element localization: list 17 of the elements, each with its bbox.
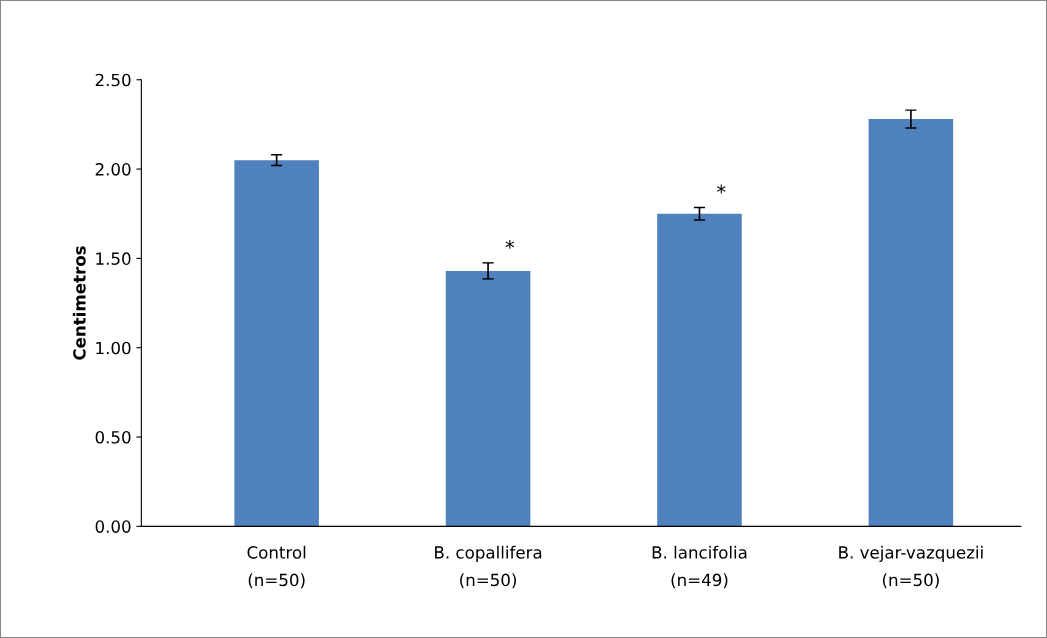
y-tick-label: 1.00 — [96, 341, 131, 355]
y-tick-label: 2.50 — [95, 73, 131, 87]
y-tick-label: 0.50 — [95, 430, 131, 444]
x-tick-label: B. copallifera (n=50) — [435, 545, 542, 589]
y-tick-label: 0.00 — [95, 520, 131, 533]
bar — [868, 119, 954, 527]
annotation: * — [716, 184, 726, 194]
y-tick-label: 1.50 — [96, 252, 131, 265]
bar — [657, 213, 742, 527]
x-tick-label: B. vejar-vazquezii (n=50) — [839, 545, 983, 589]
y-tick-label: 2.00 — [95, 163, 131, 176]
y-axis-title: Centimetros — [72, 246, 86, 360]
bar — [445, 270, 531, 527]
annotation: * — [505, 239, 515, 249]
x-tick-label: B. lancifolia (n=49) — [652, 545, 747, 589]
bar — [234, 160, 319, 527]
x-tick-label: Control (n=50) — [247, 545, 306, 589]
